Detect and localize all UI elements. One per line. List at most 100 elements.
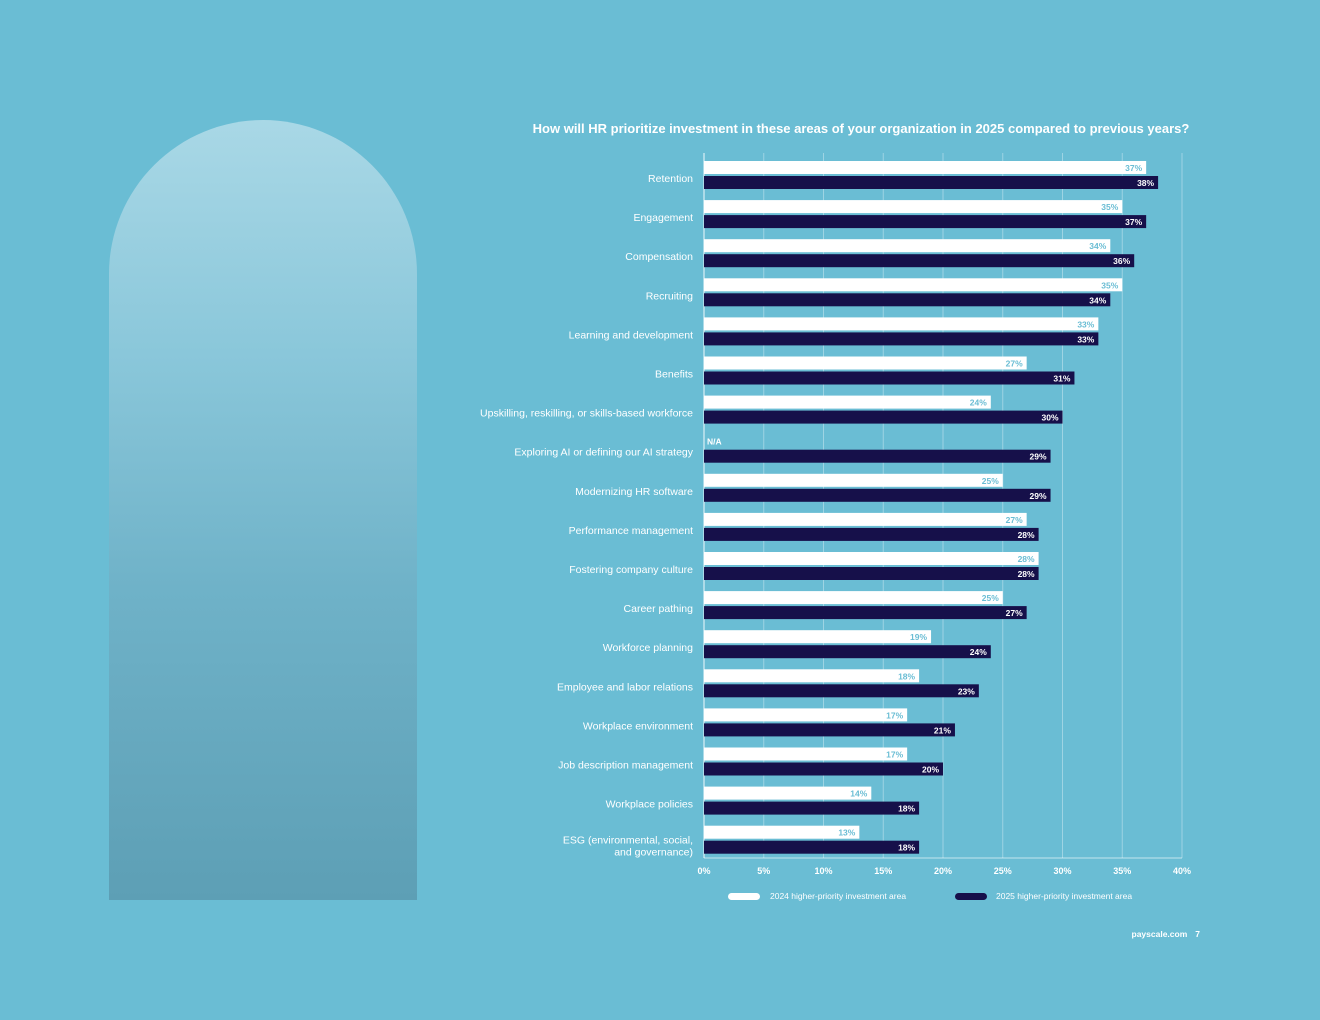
data-label-2024: 27% xyxy=(1006,359,1023,369)
bar-2025 xyxy=(704,293,1111,307)
legend-label-2024: 2024 higher-priority investment area xyxy=(770,891,906,901)
data-label-2025: 24% xyxy=(970,647,987,657)
data-label-2024: 37% xyxy=(1125,163,1142,173)
category-label: Learning and development xyxy=(569,329,693,341)
x-tick-label: 20% xyxy=(934,866,952,876)
category-label: and governance) xyxy=(614,847,693,859)
bar-2025 xyxy=(704,723,955,737)
data-label-2025: 18% xyxy=(898,843,915,853)
data-label-2024: 33% xyxy=(1077,319,1094,329)
bar-2025 xyxy=(704,332,1099,346)
data-label-2025: 36% xyxy=(1113,256,1130,266)
legend-swatch-2024 xyxy=(728,893,760,900)
x-tick-label: 40% xyxy=(1173,866,1191,876)
bar-2025 xyxy=(704,449,1051,463)
bar-2025 xyxy=(704,840,920,854)
data-label-2025: 31% xyxy=(1053,374,1070,384)
category-label: Workplace policies xyxy=(606,799,693,811)
x-tick-label: 5% xyxy=(757,866,770,876)
data-label-2024: 19% xyxy=(910,632,927,642)
category-label: Workforce planning xyxy=(603,642,693,654)
bar-2024 xyxy=(704,200,1123,214)
bar-2024 xyxy=(704,591,1003,605)
bar-2024 xyxy=(704,512,1027,526)
bar-2024 xyxy=(704,630,932,644)
data-label-2024: 25% xyxy=(982,593,999,603)
category-label: Retention xyxy=(648,173,693,185)
data-label-2025: 20% xyxy=(922,765,939,775)
data-label-2024: 14% xyxy=(850,789,867,799)
data-label-2025: 21% xyxy=(934,725,951,735)
data-label-2025: 37% xyxy=(1125,217,1142,227)
footer-page-number: 7 xyxy=(1195,929,1200,939)
category-label: Compensation xyxy=(625,251,693,263)
category-label: Upskilling, reskilling, or skills-based … xyxy=(480,408,693,420)
category-label: Engagement xyxy=(633,212,693,224)
bar-2025 xyxy=(704,801,920,815)
data-label-2024: 34% xyxy=(1089,241,1106,251)
bar-2024 xyxy=(704,239,1111,253)
bar-2025 xyxy=(704,645,991,659)
bar-2025 xyxy=(704,410,1063,424)
bars: 37% 38% 35% 37% 34% 36% 35% 34% 33% 33% 27% 31% 24% 3… xyxy=(704,161,1159,854)
bar-2025 xyxy=(704,762,943,776)
data-label-2024: 28% xyxy=(1018,554,1035,564)
category-label: Performance management xyxy=(569,525,693,537)
legend-label-2025: 2025 higher-priority investment area xyxy=(996,891,1132,901)
bar-2024 xyxy=(704,473,1003,487)
meeting-photo xyxy=(109,120,417,900)
data-label-2024: 13% xyxy=(838,828,855,838)
bar-2024 xyxy=(704,356,1027,370)
chart-title: How will HR prioritize investment in the… xyxy=(533,121,1190,136)
bar-2025 xyxy=(704,606,1027,620)
x-tick-label: 0% xyxy=(697,866,710,876)
data-label-2024: 27% xyxy=(1006,515,1023,525)
bar-2024 xyxy=(704,825,860,839)
category-label: ESG (environmental, social, xyxy=(563,835,693,847)
x-tick-label: 10% xyxy=(814,866,832,876)
data-label-2025: 30% xyxy=(1041,413,1058,423)
data-label-2024: 18% xyxy=(898,671,915,681)
bar-2024 xyxy=(704,552,1039,565)
bar-2024 xyxy=(704,317,1099,331)
data-label-2024: N/A xyxy=(707,437,722,447)
data-label-2025: 28% xyxy=(1018,569,1035,579)
x-axis-ticks: 0% 5% 10% 15% 20% 25% 30% 35% 40% xyxy=(697,866,1191,876)
bar-2025 xyxy=(704,527,1039,541)
data-label-2025: 38% xyxy=(1137,178,1154,188)
bar-2025 xyxy=(704,684,979,698)
x-tick-label: 35% xyxy=(1113,866,1131,876)
data-label-2025: 28% xyxy=(1018,530,1035,540)
bar-2024 xyxy=(704,747,908,761)
bar-2024 xyxy=(704,161,1147,174)
category-label: Employee and labor relations xyxy=(557,681,693,693)
bar-2024 xyxy=(704,395,991,409)
category-label: Recruiting xyxy=(646,290,693,302)
legend-swatch-2025 xyxy=(955,893,987,900)
data-label-2024: 35% xyxy=(1101,202,1118,212)
bar-2024 xyxy=(704,278,1123,292)
category-label: Exploring AI or defining our AI strategy xyxy=(514,447,693,459)
data-label-2024: 24% xyxy=(970,398,987,408)
bar-2024 xyxy=(704,669,920,683)
footer-site: payscale.com xyxy=(1131,929,1188,939)
category-label: Benefits xyxy=(655,369,693,381)
bar-2025 xyxy=(704,176,1159,189)
bar-2025 xyxy=(704,371,1075,385)
data-label-2024: 17% xyxy=(886,750,903,760)
data-label-2025: 27% xyxy=(1006,608,1023,618)
bar-2025 xyxy=(704,254,1135,268)
bar-2024 xyxy=(704,708,908,722)
data-label-2025: 23% xyxy=(958,686,975,696)
data-label-2025: 33% xyxy=(1077,334,1094,344)
data-label-2024: 25% xyxy=(982,476,999,486)
bar-2025 xyxy=(704,215,1147,229)
data-label-2024: 35% xyxy=(1101,280,1118,290)
legend: 2024 higher-priority investment area 202… xyxy=(728,891,1132,901)
data-label-2025: 18% xyxy=(898,804,915,814)
category-labels: Retention Engagement Compensation Recruitin… xyxy=(480,173,694,859)
category-label: Fostering company culture xyxy=(569,564,693,576)
footer: payscale.com 7 xyxy=(1100,929,1201,939)
category-label: Career pathing xyxy=(624,603,694,615)
